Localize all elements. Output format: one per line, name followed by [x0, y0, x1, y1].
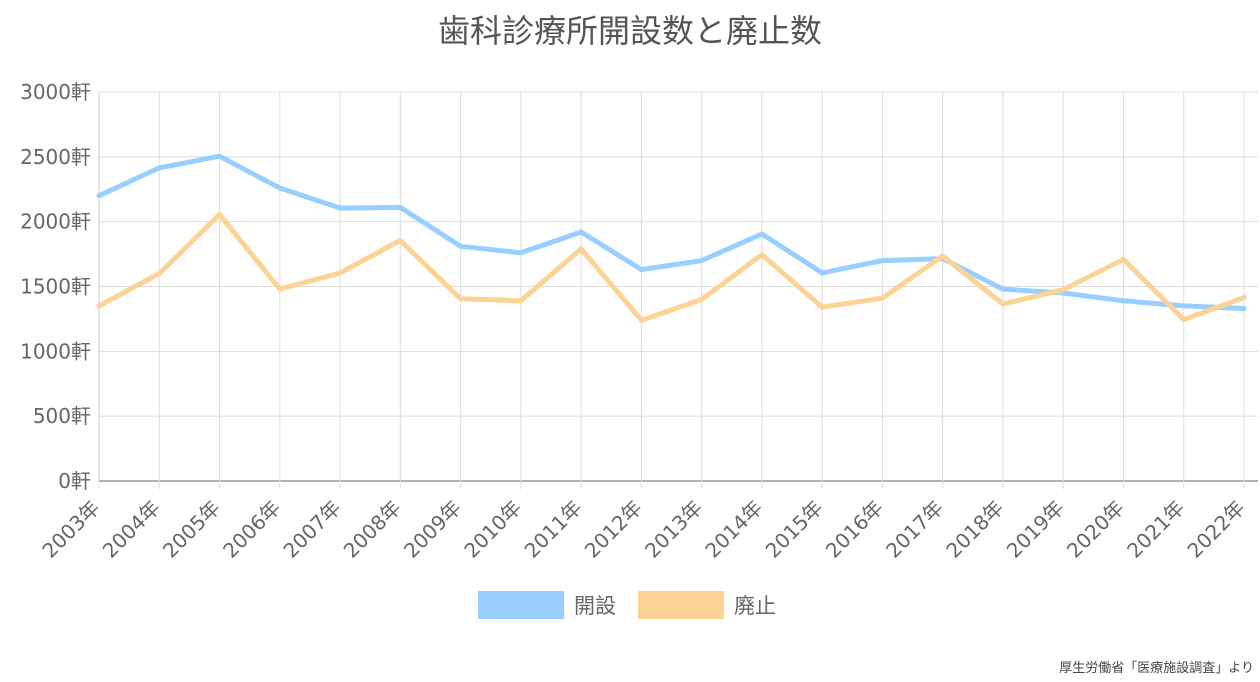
- source-note: 厚生労働省「医療施設調査」より: [1059, 661, 1254, 676]
- series-1-point: [277, 286, 283, 292]
- x-tick-label: 2012年: [580, 496, 647, 563]
- series-0-point: [337, 205, 343, 211]
- x-tick-label: 2013年: [640, 496, 707, 563]
- x-tick-label: 2014年: [700, 496, 767, 563]
- series-1-point: [1120, 256, 1126, 262]
- series-0-point: [638, 267, 644, 273]
- series-1-point: [337, 270, 343, 276]
- series-1-point: [638, 317, 644, 323]
- chart-title: 歯科診療所開設数と廃止数: [437, 12, 822, 50]
- series-line-1: [97, 212, 1245, 323]
- x-tick-label: 2005年: [158, 496, 225, 563]
- series-1-point: [518, 298, 524, 304]
- series-0-point: [458, 243, 464, 249]
- legend-label: 開設: [574, 594, 616, 618]
- series-1-point: [1181, 317, 1187, 323]
- x-tick-label: 2019年: [1002, 496, 1069, 563]
- series-0-point: [217, 153, 223, 159]
- series-1-point: [759, 252, 765, 258]
- x-tick-label: 2022年: [1182, 496, 1249, 563]
- x-tick-label: 2015年: [761, 496, 828, 563]
- series-1-point: [1060, 287, 1066, 293]
- x-axis-tick-labels: 2003年2004年2005年2006年2007年2008年2009年2010年…: [37, 496, 1249, 563]
- x-tick-label: 2003年: [37, 496, 104, 563]
- series-0-point: [819, 270, 825, 276]
- x-tick-label: 2006年: [218, 496, 285, 563]
- series-0-point: [1241, 306, 1247, 312]
- series-0-point: [397, 204, 403, 210]
- series-0-point: [578, 229, 584, 235]
- series-1-point: [699, 296, 705, 302]
- series-lines: [96, 153, 1247, 323]
- series-0-point: [879, 258, 885, 264]
- series-1-point: [819, 304, 825, 310]
- x-tick-label: 2004年: [98, 496, 165, 563]
- x-tick-label: 2009年: [399, 496, 466, 563]
- series-1-point: [940, 253, 946, 259]
- y-tick-label: 0軒: [58, 469, 91, 493]
- series-1-point: [458, 296, 464, 302]
- series-0-point: [96, 193, 102, 199]
- y-tick-label: 2500軒: [20, 145, 91, 169]
- series-0-point: [156, 165, 162, 171]
- x-tick-label: 2020年: [1062, 496, 1129, 563]
- series-1-point: [96, 303, 102, 309]
- series-0-point: [759, 231, 765, 237]
- series-1-point: [1000, 301, 1006, 307]
- legend-swatch: [638, 591, 724, 619]
- series-0-point: [277, 185, 283, 191]
- series-1-point: [217, 212, 223, 218]
- series-0-point: [699, 258, 705, 264]
- y-tick-label: 500軒: [33, 404, 91, 428]
- x-tick-label: 2007年: [278, 496, 345, 563]
- x-tick-label: 2021年: [1122, 496, 1189, 563]
- x-tick-label: 2011年: [520, 496, 587, 563]
- y-tick-label: 3000軒: [20, 80, 91, 104]
- series-0-point: [1120, 298, 1126, 304]
- x-tick-label: 2008年: [339, 496, 406, 563]
- legend-item-0[interactable]: 開設: [478, 591, 616, 619]
- x-tick-label: 2016年: [821, 496, 888, 563]
- legend-item-1[interactable]: 廃止: [638, 591, 776, 619]
- x-tick-label: 2018年: [941, 496, 1008, 563]
- legend-swatch: [478, 591, 564, 619]
- series-1-point: [1241, 295, 1247, 301]
- legend-label: 廃止: [734, 594, 776, 618]
- series-1-point: [397, 237, 403, 243]
- y-tick-label: 2000軒: [20, 210, 91, 234]
- y-axis-tick-labels: 0軒 500軒 1000軒 1500軒 2000軒 2500軒 3000軒: [20, 80, 91, 493]
- x-tick-label: 2017年: [881, 496, 948, 563]
- grid-lines: [98, 91, 1258, 489]
- y-tick-label: 1000軒: [20, 339, 91, 363]
- x-tick-label: 2010年: [459, 496, 526, 563]
- y-tick-label: 1500軒: [20, 275, 91, 299]
- series-1-point: [156, 271, 162, 277]
- legend[interactable]: 開設 廃止: [478, 591, 776, 619]
- series-0-point: [1181, 303, 1187, 309]
- series-1-point: [578, 246, 584, 252]
- series-0-point: [518, 250, 524, 256]
- series-0-point: [1000, 286, 1006, 292]
- series-1-point: [879, 295, 885, 301]
